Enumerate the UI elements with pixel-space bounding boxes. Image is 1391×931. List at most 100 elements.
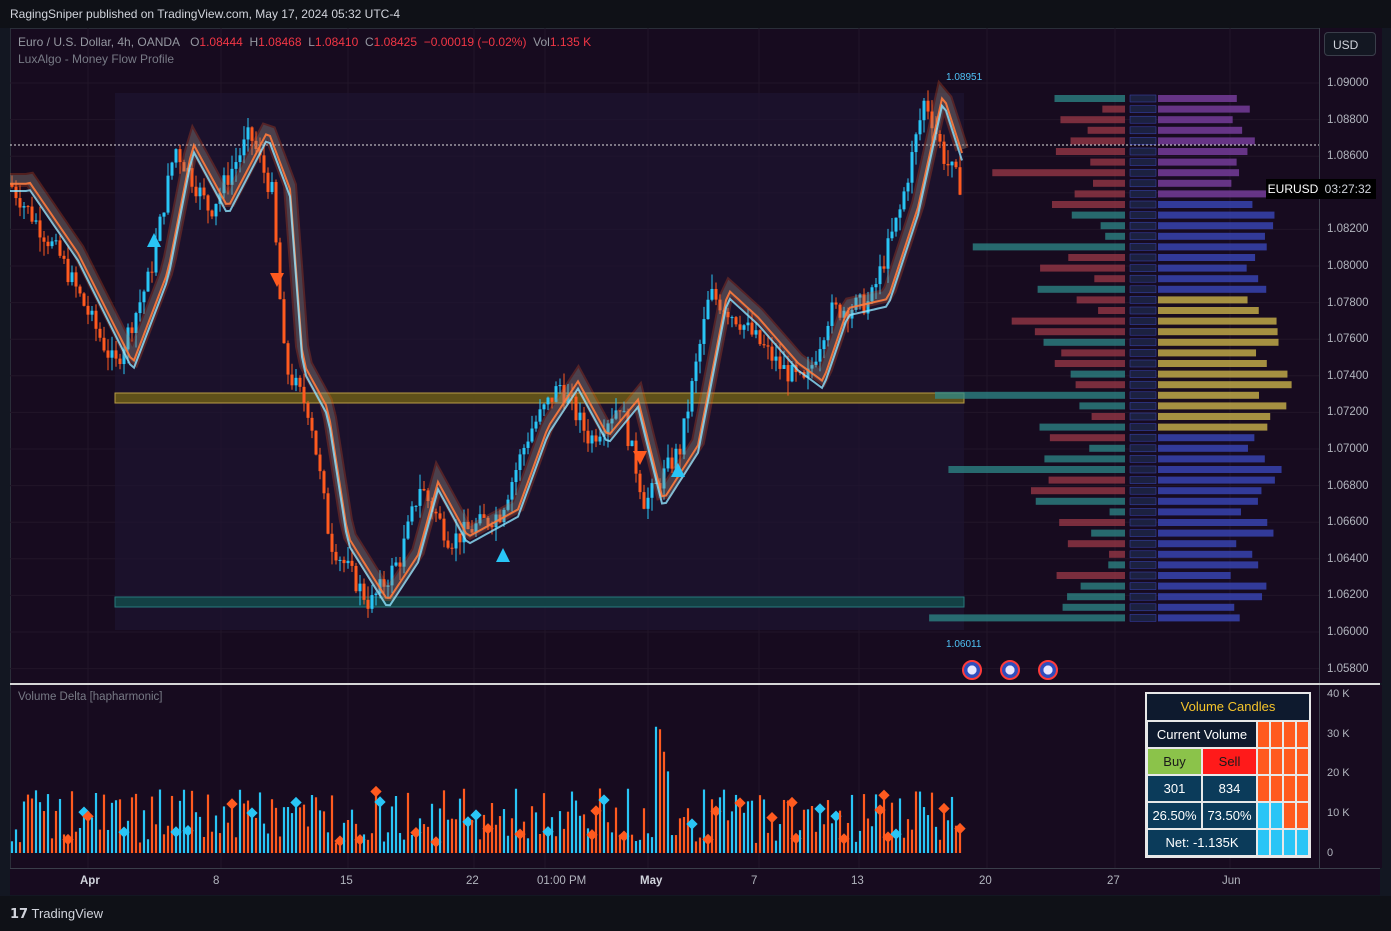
candle-body (954, 161, 958, 168)
profile-bar-left (1094, 275, 1125, 283)
candle-body (206, 195, 210, 211)
candle-body (170, 162, 174, 176)
profile-bar-left (1067, 540, 1125, 548)
profile-bar-left (1054, 95, 1125, 102)
candle-body (762, 344, 766, 346)
profile-bar-right (1158, 232, 1265, 240)
price-tick: 1.08000 (1327, 260, 1369, 272)
us-event-flag-icon[interactable] (1000, 660, 1020, 680)
indicator-title[interactable]: LuxAlgo - Money Flow Profile (18, 52, 175, 66)
candle-body (34, 220, 38, 222)
candle-body (86, 305, 90, 315)
candle-body (126, 327, 130, 350)
volume-tick: 30 K (1327, 728, 1350, 740)
profile-level-cell (1129, 476, 1157, 484)
candle-body (458, 533, 462, 543)
profile-bar-left (1070, 137, 1125, 145)
candle-body (734, 317, 738, 325)
profile-level-cell (1129, 179, 1157, 188)
profile-level-cell (1129, 94, 1157, 103)
close-value: 1.08425 (373, 35, 418, 49)
candle-body (466, 521, 470, 530)
time-axis[interactable] (10, 868, 1380, 895)
us-event-flag-icon[interactable] (962, 660, 982, 680)
us-event-flag-icon[interactable] (1038, 660, 1058, 680)
candle-body (510, 482, 514, 500)
profile-bar-left (948, 466, 1125, 473)
candle-body (674, 448, 678, 469)
profile-bar-left (1079, 402, 1125, 410)
candle-body (266, 172, 270, 192)
price-tick: 1.06600 (1327, 516, 1369, 529)
volume-tick: 10 K (1327, 807, 1350, 819)
candle-body (250, 127, 254, 141)
pane-separator[interactable] (10, 683, 1380, 685)
price-tick: 1.06400 (1327, 552, 1369, 565)
volume-marker (790, 832, 802, 845)
profile-level-cell (1129, 105, 1157, 113)
currency-button[interactable]: USD (1324, 32, 1376, 56)
candle-body (694, 361, 698, 382)
profile-bar-left (929, 614, 1125, 622)
candle-body (562, 385, 566, 403)
price-scale[interactable] (1319, 28, 1382, 683)
candle-body (690, 381, 694, 412)
candle-body (682, 418, 686, 455)
profile-bar-left (992, 169, 1125, 177)
volume-marker (334, 835, 346, 847)
candle-body (462, 521, 466, 543)
candle-body (362, 583, 366, 600)
candle-body (890, 231, 894, 239)
price-tick: 1.08200 (1327, 223, 1369, 236)
candle-body (78, 286, 82, 294)
profile-bar-left (1071, 211, 1125, 219)
profile-bar-left (1051, 201, 1125, 208)
candle-body (350, 560, 354, 566)
volume-marker (838, 833, 850, 845)
candle-body (354, 565, 358, 592)
candle-body (594, 435, 598, 442)
volume-indicator-title[interactable]: Volume Delta [hapharmonic] (18, 691, 163, 703)
candle-body (766, 345, 770, 347)
candle-body (774, 356, 778, 361)
candle-body (558, 385, 562, 387)
volume-grid-cell (1296, 829, 1309, 856)
candle-body (646, 497, 650, 509)
candle-body (654, 483, 658, 485)
candle-body (854, 297, 858, 310)
candle-body (882, 266, 886, 269)
profile-bar-right (1158, 285, 1267, 293)
symbol-title[interactable]: Euro / U.S. Dollar, 4h, OANDA (18, 35, 181, 49)
profile-level-cell (1129, 529, 1157, 537)
candle-body (374, 593, 378, 596)
candle-body (150, 271, 154, 273)
volume-marker (618, 830, 630, 842)
volume-marker (430, 836, 442, 848)
candle-body (290, 374, 294, 386)
volume-scale[interactable] (1319, 685, 1382, 868)
volume-marker (246, 807, 258, 819)
volume-marker (874, 804, 886, 816)
candle-body (14, 186, 18, 199)
candle-body (426, 490, 430, 502)
candle-body (110, 350, 114, 358)
tradingview-logo[interactable]: 𝟭𝟳 TradingView (10, 906, 104, 921)
profile-bar-right (1158, 603, 1235, 611)
profile-bar-left (1043, 338, 1125, 346)
price-tick: 1.07200 (1327, 406, 1369, 419)
candle-body (310, 417, 314, 431)
candle-body (622, 411, 626, 413)
profile-bar-right (1158, 391, 1260, 399)
candle-body (958, 167, 962, 195)
profile-range-box (115, 93, 964, 630)
profile-bar-right (1158, 211, 1275, 219)
profile-bar-left (1091, 413, 1125, 420)
candle-body (938, 133, 942, 142)
profile-bar-right (1158, 550, 1253, 558)
candle-body (26, 206, 30, 208)
candle-body (706, 299, 710, 320)
volume-marker (734, 797, 746, 809)
candle-body (866, 301, 870, 314)
candle-body (578, 412, 582, 421)
